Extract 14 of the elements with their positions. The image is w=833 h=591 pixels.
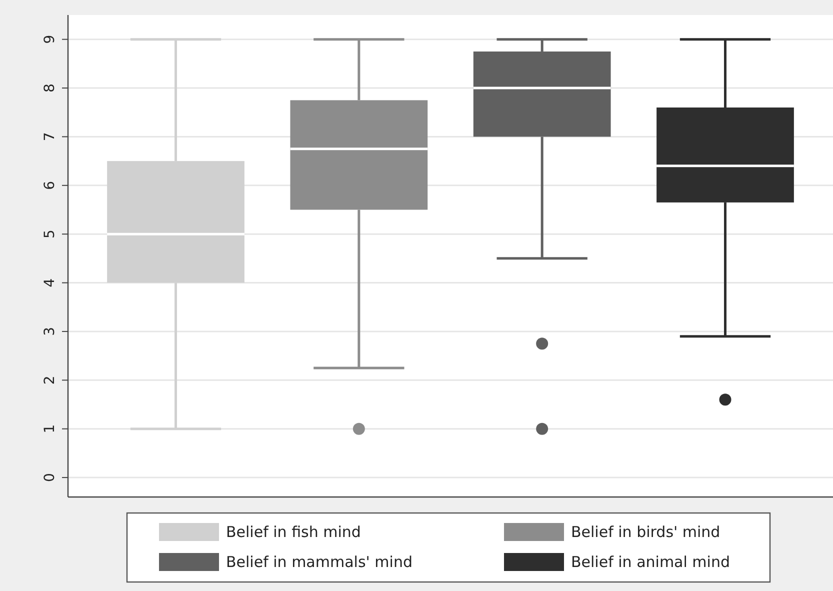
y-tick-label: 6 xyxy=(42,180,58,190)
y-tick-label: 5 xyxy=(42,230,58,239)
y-tick-label: 0 xyxy=(42,473,58,482)
y-tick-label: 2 xyxy=(42,376,58,385)
y-tick-label: 1 xyxy=(42,424,58,434)
y-tick-label: 7 xyxy=(42,132,58,142)
y-tick-label: 3 xyxy=(42,327,58,336)
y-tick-label: 4 xyxy=(42,278,58,288)
legend-label: Belief in birds' mind xyxy=(571,523,720,541)
y-tick-label: 9 xyxy=(42,34,58,44)
legend-label: Belief in mammals' mind xyxy=(226,553,412,571)
y-tick-label: 8 xyxy=(42,84,58,92)
legend-label: Belief in fish mind xyxy=(226,523,361,541)
legend-label: Belief in animal mind xyxy=(571,553,730,571)
